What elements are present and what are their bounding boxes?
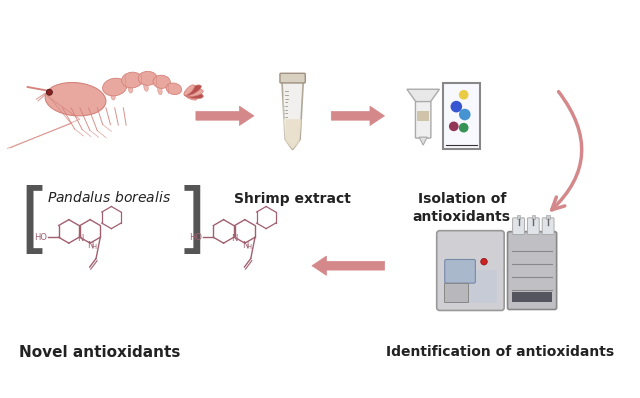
FancyBboxPatch shape bbox=[436, 231, 504, 310]
Text: N: N bbox=[242, 241, 248, 250]
Text: $\it{Pandalus\ borealis}$: $\it{Pandalus\ borealis}$ bbox=[47, 190, 171, 205]
FancyBboxPatch shape bbox=[445, 259, 476, 283]
Bar bbox=[444, 83, 480, 149]
Ellipse shape bbox=[138, 71, 157, 85]
Polygon shape bbox=[419, 137, 428, 145]
Ellipse shape bbox=[102, 78, 127, 96]
Ellipse shape bbox=[122, 72, 143, 88]
Ellipse shape bbox=[184, 85, 202, 96]
Polygon shape bbox=[407, 89, 440, 103]
Bar bbox=[512, 292, 552, 302]
FancyBboxPatch shape bbox=[280, 73, 305, 83]
Polygon shape bbox=[282, 82, 303, 150]
Bar bbox=[532, 215, 535, 219]
Text: H: H bbox=[92, 244, 97, 250]
Ellipse shape bbox=[184, 93, 197, 100]
Ellipse shape bbox=[184, 85, 195, 95]
Text: N: N bbox=[77, 234, 83, 243]
Polygon shape bbox=[312, 256, 385, 275]
FancyBboxPatch shape bbox=[542, 218, 554, 234]
Text: ]: ] bbox=[177, 185, 207, 259]
Circle shape bbox=[449, 121, 459, 131]
Ellipse shape bbox=[128, 84, 132, 93]
Circle shape bbox=[46, 89, 52, 95]
FancyBboxPatch shape bbox=[527, 218, 540, 234]
Text: N: N bbox=[87, 241, 93, 250]
Text: HO: HO bbox=[189, 233, 202, 242]
Circle shape bbox=[481, 258, 487, 265]
Circle shape bbox=[451, 101, 462, 112]
Bar bbox=[517, 215, 520, 219]
Text: Shrimp extract: Shrimp extract bbox=[234, 192, 351, 206]
Ellipse shape bbox=[45, 82, 106, 116]
Ellipse shape bbox=[184, 89, 203, 96]
Bar bbox=[547, 215, 550, 219]
Text: Identification of antioxidants: Identification of antioxidants bbox=[387, 345, 614, 359]
Polygon shape bbox=[196, 106, 254, 125]
Ellipse shape bbox=[111, 92, 115, 100]
Circle shape bbox=[459, 90, 468, 100]
Ellipse shape bbox=[166, 83, 182, 94]
Bar bbox=[444, 270, 497, 303]
FancyBboxPatch shape bbox=[513, 218, 524, 234]
Ellipse shape bbox=[153, 75, 170, 88]
Circle shape bbox=[459, 123, 468, 133]
Polygon shape bbox=[284, 119, 301, 150]
Bar bbox=[283, 96, 285, 143]
Text: HO: HO bbox=[34, 233, 47, 242]
Text: H: H bbox=[246, 244, 252, 250]
Bar bbox=[444, 283, 468, 302]
Ellipse shape bbox=[157, 86, 162, 95]
Ellipse shape bbox=[184, 92, 204, 99]
Ellipse shape bbox=[144, 83, 148, 91]
Polygon shape bbox=[332, 106, 385, 125]
Text: [: [ bbox=[19, 185, 49, 259]
Text: Isolation of
antioxidants: Isolation of antioxidants bbox=[413, 192, 511, 224]
Text: N: N bbox=[232, 234, 238, 243]
FancyBboxPatch shape bbox=[415, 101, 431, 138]
FancyBboxPatch shape bbox=[508, 232, 557, 310]
Text: Novel antioxidants: Novel antioxidants bbox=[19, 345, 180, 360]
Bar bbox=[417, 111, 429, 121]
Circle shape bbox=[459, 109, 470, 120]
